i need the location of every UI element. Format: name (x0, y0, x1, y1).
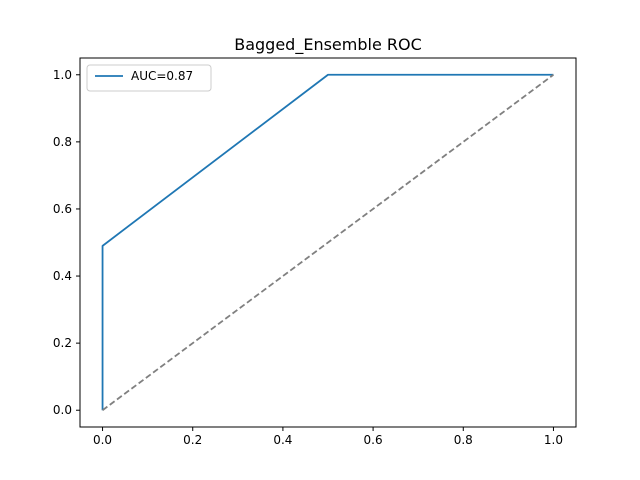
y-tick-label: 0.6 (53, 202, 72, 216)
legend-label: AUC=0.87 (131, 69, 193, 83)
x-tick-label: 0.2 (183, 433, 202, 447)
x-tick-label: 1.0 (544, 433, 563, 447)
legend-box (86, 64, 212, 92)
x-tick-label: 0.8 (454, 433, 473, 447)
y-tick-label: 0.0 (53, 403, 72, 417)
x-tick-label: 0.6 (364, 433, 383, 447)
y-tick-label: 1.0 (53, 68, 72, 82)
roc-curve-line (101, 73, 554, 411)
x-tick-label: 0.0 (93, 433, 112, 447)
y-tick-label: 0.4 (53, 269, 72, 283)
x-tick-label: 0.4 (273, 433, 292, 447)
y-tick-label: 0.2 (53, 336, 72, 350)
chart-title: Bagged_Ensemble ROC (234, 35, 422, 55)
chance-diagonal-line (102, 74, 554, 411)
plot-area-frame (79, 57, 577, 428)
series-layer (101, 73, 554, 411)
x-axis-ticks: 0.0 0.2 0.4 0.6 0.8 1.0 (93, 427, 563, 447)
y-tick-label: 0.8 (53, 135, 72, 149)
legend: AUC=0.87 (86, 64, 212, 92)
y-axis-ticks: 0.0 0.2 0.4 0.6 0.8 1.0 (53, 68, 80, 417)
